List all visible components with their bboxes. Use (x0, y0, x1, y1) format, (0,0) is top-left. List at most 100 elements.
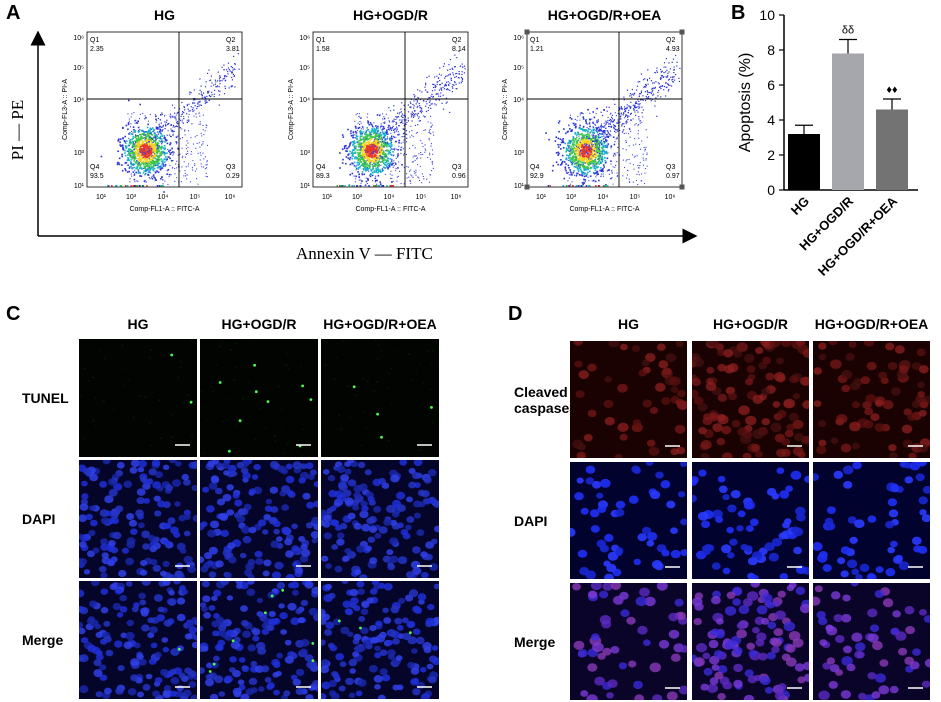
quadrant-value: 2.35 (90, 46, 104, 53)
quadrant-name: Q2 (666, 37, 675, 44)
c-micrograph (200, 339, 318, 457)
c-micrograph (200, 460, 318, 578)
d-micrograph (570, 462, 687, 579)
d-row-label: Cleaved caspase3 (514, 384, 614, 416)
significance-marker: ♦♦ (886, 84, 898, 96)
flow-y-tick-label: 10¹ (300, 183, 311, 190)
flow-x-label: Comp-FL1-A :: FITC-A (129, 206, 199, 213)
y-tick-label: 8 (767, 42, 775, 58)
d-column-header: HG+OGD/R (712, 316, 789, 332)
panel-a-letter: A (6, 2, 21, 24)
x-category-label: HG+OGD/R+OEA (815, 193, 901, 279)
bar (832, 53, 864, 190)
flow-y-tick-label: 10³ (74, 150, 85, 157)
flow-plot-title: HG+OGD/R (352, 7, 429, 23)
flow-x-tick-label: 10⁵ (416, 194, 427, 201)
flow-x-tick-label: 10⁴ (158, 194, 169, 201)
c-micrograph (79, 339, 197, 457)
flow-x-tick-label: 10⁴ (598, 194, 609, 201)
flow-dots (100, 53, 240, 193)
quadrant-value: 1.21 (530, 46, 544, 53)
c-row-label: Merge (22, 632, 122, 648)
quadrant-value: 8.14 (452, 46, 466, 53)
c-row-label: DAPI (22, 511, 122, 527)
d-micrograph (570, 583, 687, 700)
quadrant-name: Q4 (90, 164, 99, 171)
gate-handle (679, 184, 685, 190)
y-tick-label: 10 (759, 7, 775, 23)
flow-dots (336, 50, 466, 187)
gate-handle (679, 29, 685, 35)
d-row-label: Merge (514, 634, 614, 650)
significance-marker: δδ (842, 25, 854, 37)
quadrant-name: Q1 (530, 37, 539, 44)
gate-handle (524, 184, 530, 190)
flow-x-tick-label: 10¹ (322, 194, 333, 201)
c-micrograph (321, 581, 439, 699)
flow-y-tick-label: 10⁶ (513, 35, 524, 42)
flow-plot-title: HG (154, 7, 175, 23)
flow-y-tick-label: 10¹ (514, 183, 525, 190)
panel-a-y-title: PI — PE (8, 99, 27, 161)
c-micrograph (321, 460, 439, 578)
flow-y-label: Comp-FL3-A :: PI-A (288, 79, 295, 140)
y-tick-label: 0 (767, 182, 775, 198)
quadrant-value: 3.81 (226, 46, 240, 53)
flow-x-tick-label: 10³ (566, 194, 577, 201)
d-column-header: HG+OGD/R+OEA (814, 316, 929, 332)
flow-x-tick-label: 10³ (352, 194, 363, 201)
d-row-label-line: Cleaved (514, 383, 568, 400)
flow-y-tick-label: 10⁵ (513, 65, 524, 72)
flow-x-label: Comp-FL1-A :: FITC-A (569, 206, 639, 213)
c-column-header: HG (127, 316, 149, 332)
bar (788, 134, 820, 190)
quadrant-value: 0.29 (226, 173, 240, 180)
flow-y-label: Comp-FL3-A :: PI-A (62, 79, 69, 140)
d-column-header: HG (618, 316, 639, 332)
flow-x-tick-label: 10³ (126, 194, 137, 201)
x-category-label: HG (788, 194, 812, 218)
d-micrograph (570, 341, 687, 458)
quadrant-name: Q3 (226, 164, 235, 171)
c-row-label: TUNEL (22, 390, 122, 406)
quadrant-value: 0.96 (452, 173, 466, 180)
quadrant-name: Q3 (666, 164, 675, 171)
flow-y-tick-label: 10¹ (74, 183, 85, 190)
flow-y-tick-label: 10³ (514, 150, 525, 157)
panel-d-letter: D (508, 303, 523, 325)
quadrant-name: Q3 (452, 164, 461, 171)
d-micrograph (692, 341, 809, 458)
d-row-label-line: caspase3 (514, 399, 578, 416)
flow-y-tick-label: 10⁴ (513, 97, 524, 104)
flow-x-tick-label: 10⁶ (225, 194, 236, 201)
quadrant-name: Q2 (226, 37, 235, 44)
y-axis-label: Apoptosis (%) (737, 53, 754, 153)
quadrant-value: 89.3 (316, 173, 330, 180)
gate-handle (524, 29, 530, 35)
flow-x-tick-label: 10⁶ (451, 194, 462, 201)
flow-y-tick-label: 10⁴ (299, 97, 310, 104)
flow-x-tick-label: 10⁴ (384, 194, 395, 201)
flow-plot: 10¹ 10³ 10⁴ 10⁵ 10⁶ 10¹ 10³ 10⁴ 10⁵ 10⁶ Comp-FL1-A… (502, 29, 685, 213)
quadrant-name: Q4 (530, 164, 539, 171)
quadrant-value: 0.97 (666, 173, 680, 180)
flow-y-tick-label: 10⁵ (73, 65, 84, 72)
flow-x-tick-label: 10¹ (96, 194, 107, 201)
flow-x-tick-label: 10⁶ (665, 194, 676, 201)
quadrant-value: 4.93 (666, 46, 680, 53)
c-column-header: HG+OGD/R+OEA (323, 316, 437, 332)
panel-a-x-title: Annexin V — FITC (296, 244, 433, 263)
d-micrograph (692, 583, 809, 700)
d-micrograph (813, 462, 930, 579)
flow-x-tick-label: 10¹ (536, 194, 547, 201)
c-column-header: HG+OGD/R (221, 316, 297, 332)
panel-a-axes (30, 30, 698, 244)
y-tick-label: 4 (767, 112, 775, 128)
flow-y-tick-label: 10⁶ (299, 35, 310, 42)
quadrant-value: 93.5 (90, 173, 104, 180)
flow-y-tick-label: 10⁶ (73, 35, 84, 42)
d-row-label-line: DAPI (514, 512, 548, 529)
quadrant-name: Q2 (452, 37, 461, 44)
bar (876, 109, 908, 190)
